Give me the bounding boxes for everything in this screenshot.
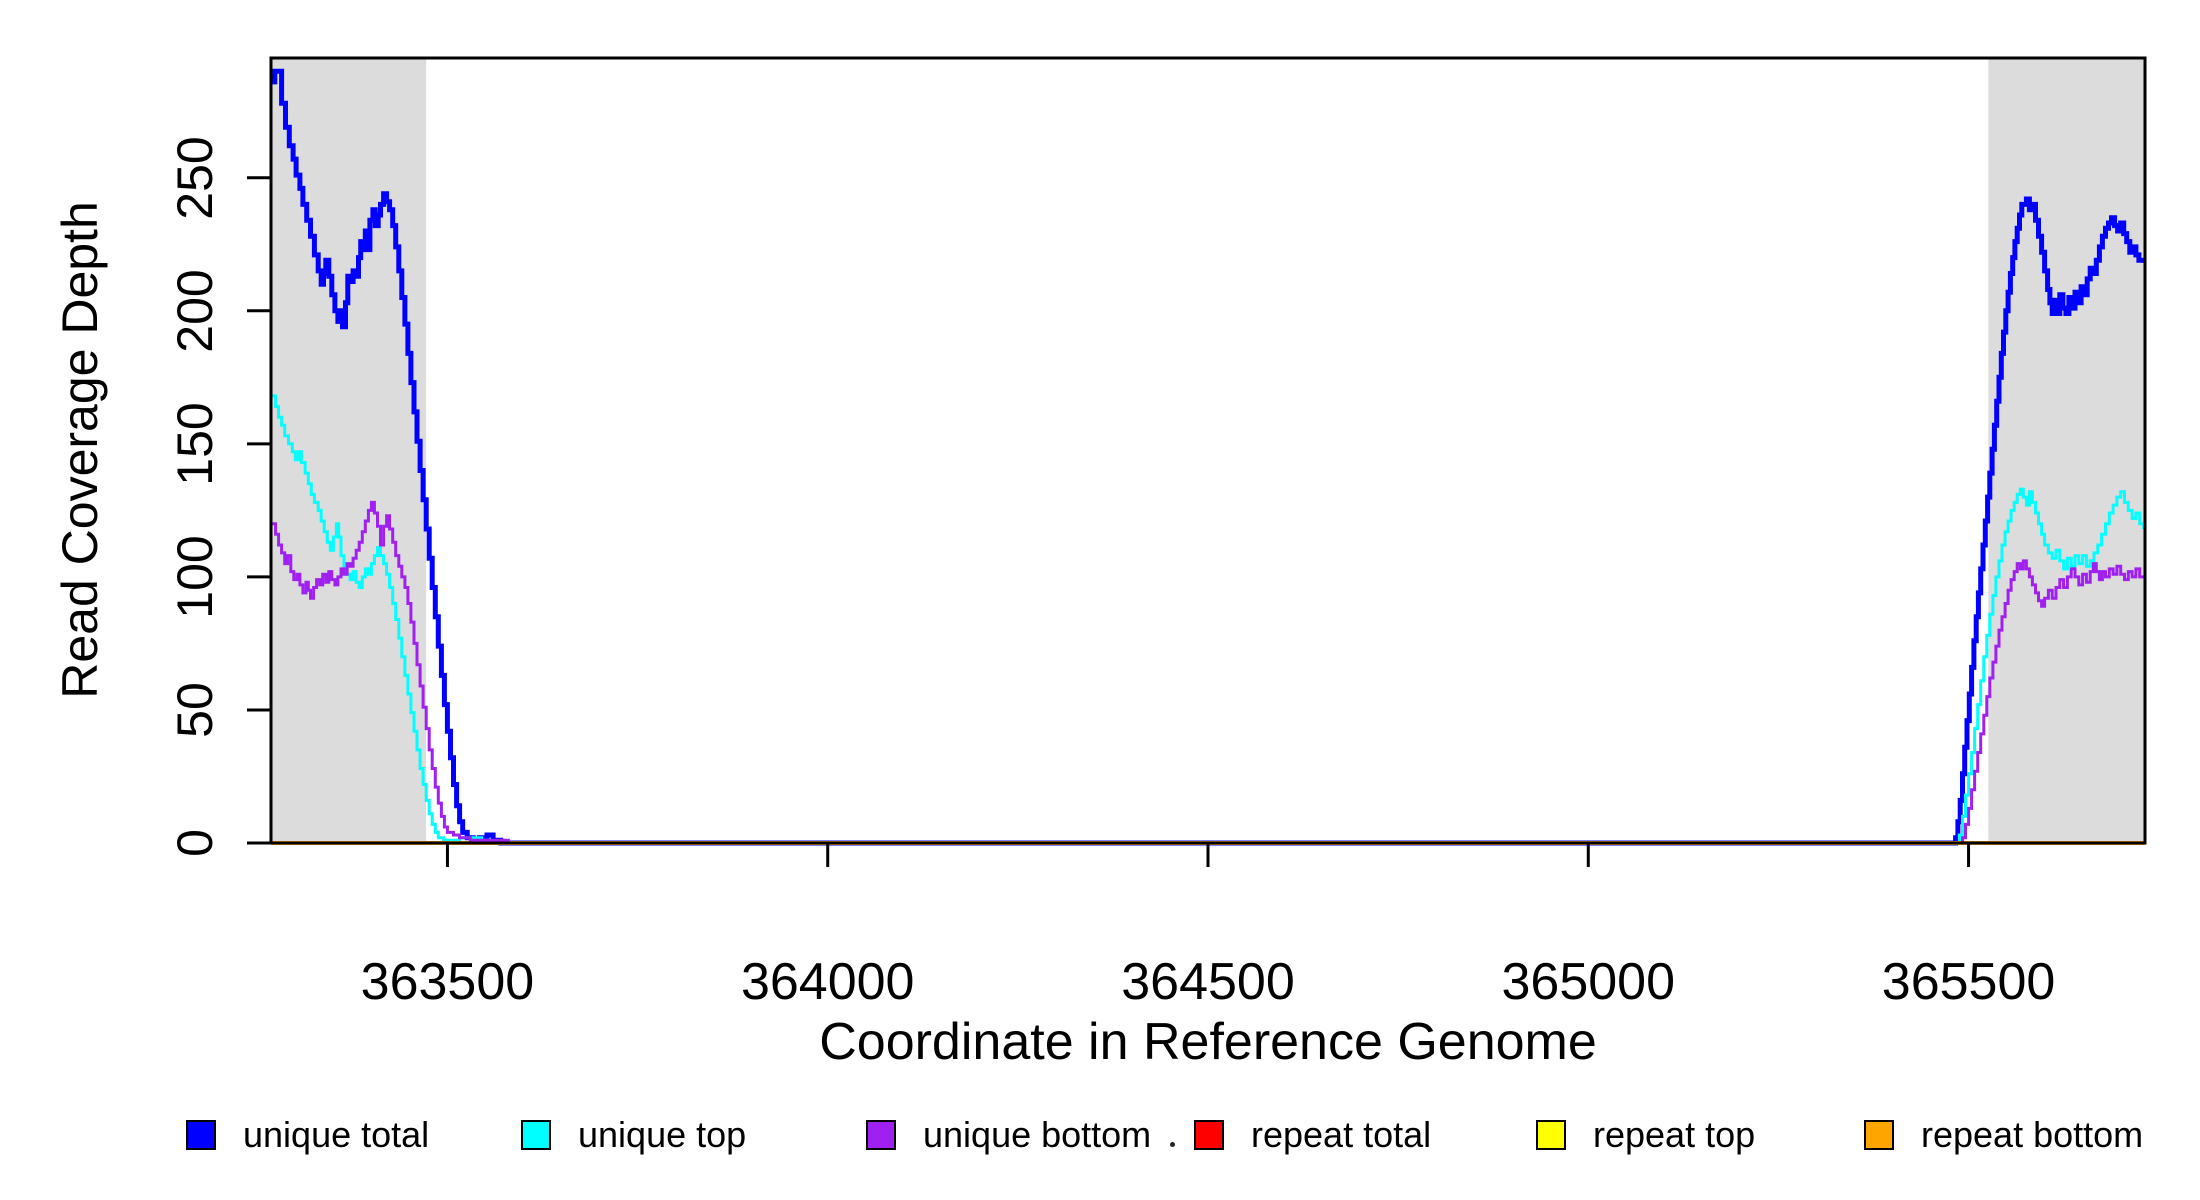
stray-dot [1170, 1142, 1175, 1147]
y-tick-label: 250 [167, 136, 223, 220]
y-tick-label: 200 [167, 269, 223, 353]
x-tick-label: 365500 [1881, 953, 2056, 1011]
y-tick-label: 50 [167, 682, 223, 738]
left-repeat-region [271, 58, 427, 843]
series-unique-bottom-line [272, 500, 2144, 845]
series-unique-top-line [272, 394, 2145, 845]
y-tick-label: 0 [167, 829, 223, 857]
y-tick-label: 100 [167, 535, 223, 619]
x-axis-title: Coordinate in Reference Genome [819, 1013, 1597, 1071]
y-tick-label: 150 [167, 402, 223, 486]
x-tick-label: 364500 [1121, 953, 1295, 1011]
x-tick-label: 365000 [1501, 953, 1676, 1011]
y-axis-title: Read Coverage Depth [52, 201, 108, 699]
series-unique-total-line [272, 68, 2146, 846]
right-repeat-region [1988, 58, 2145, 843]
x-tick-label: 363500 [360, 953, 535, 1011]
plot-border [269, 56, 2147, 845]
x-tick-label: 364000 [740, 953, 915, 1011]
